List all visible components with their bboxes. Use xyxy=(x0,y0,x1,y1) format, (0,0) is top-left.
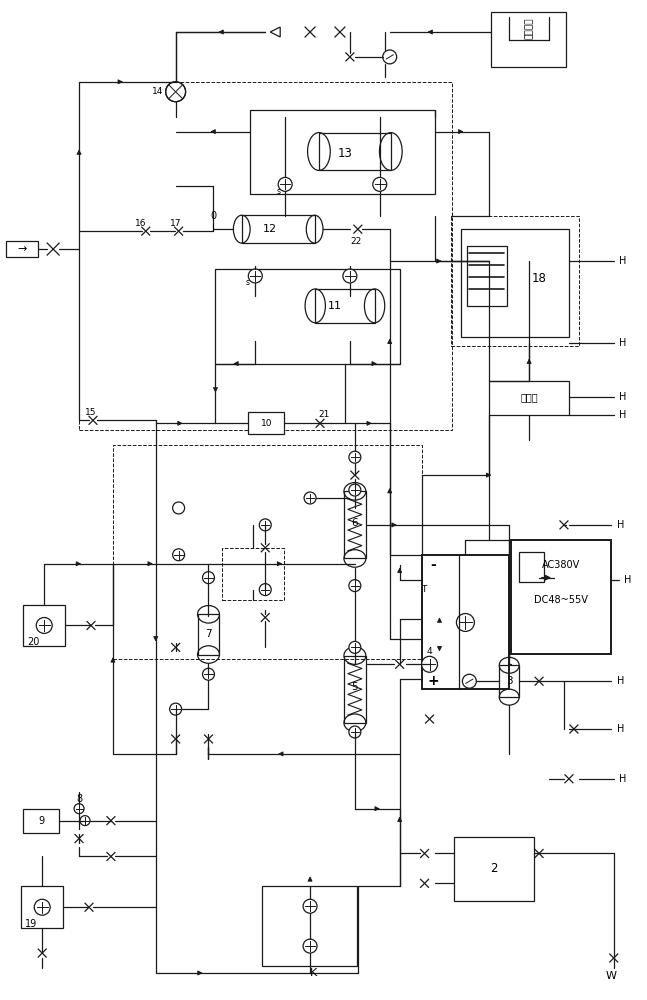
Bar xyxy=(315,289,375,323)
Circle shape xyxy=(422,656,437,672)
Bar xyxy=(452,216,579,346)
Text: -: - xyxy=(431,558,436,572)
Bar xyxy=(6,241,38,257)
Text: 17: 17 xyxy=(170,219,181,228)
Text: 氢气储罐: 氢气储罐 xyxy=(525,17,534,39)
Bar xyxy=(454,837,534,901)
Bar xyxy=(511,540,611,654)
Text: 5: 5 xyxy=(351,682,358,692)
Bar xyxy=(489,381,569,415)
Bar xyxy=(250,110,435,194)
Text: 20: 20 xyxy=(27,637,39,647)
Circle shape xyxy=(259,584,271,596)
Text: H: H xyxy=(624,575,631,585)
Text: 21: 21 xyxy=(318,410,330,419)
Circle shape xyxy=(203,572,214,584)
Text: →: → xyxy=(17,244,27,254)
Circle shape xyxy=(349,726,361,738)
Bar xyxy=(79,82,452,430)
Circle shape xyxy=(343,269,357,283)
Bar xyxy=(519,552,544,582)
Bar xyxy=(113,445,422,659)
Circle shape xyxy=(278,177,292,191)
Circle shape xyxy=(349,451,361,463)
Bar xyxy=(344,491,366,558)
Circle shape xyxy=(170,703,182,715)
Text: H: H xyxy=(619,338,626,348)
Circle shape xyxy=(349,580,361,592)
Bar xyxy=(223,548,284,600)
Bar xyxy=(319,133,391,170)
Bar xyxy=(21,886,63,928)
Text: H: H xyxy=(617,676,624,686)
Text: 19: 19 xyxy=(25,919,38,929)
Text: DC48~55V: DC48~55V xyxy=(534,595,588,605)
Circle shape xyxy=(456,614,474,631)
Text: 9: 9 xyxy=(38,816,44,826)
Text: AC380V: AC380V xyxy=(542,560,580,570)
Bar xyxy=(467,246,507,306)
Text: I: I xyxy=(212,224,215,234)
Bar xyxy=(23,809,59,833)
Text: 0: 0 xyxy=(210,211,217,221)
Text: H: H xyxy=(619,410,626,420)
Circle shape xyxy=(36,617,52,633)
Circle shape xyxy=(349,484,361,496)
Circle shape xyxy=(373,177,387,191)
Bar xyxy=(422,555,509,689)
Bar xyxy=(344,656,366,723)
Text: 10: 10 xyxy=(261,419,272,428)
Circle shape xyxy=(303,899,317,913)
Text: 4: 4 xyxy=(427,647,432,656)
Circle shape xyxy=(34,899,50,915)
Text: 15: 15 xyxy=(85,408,97,417)
Bar xyxy=(242,215,314,243)
Text: 6: 6 xyxy=(351,518,358,528)
Circle shape xyxy=(349,641,361,653)
Circle shape xyxy=(173,549,184,561)
Bar xyxy=(215,269,400,364)
Text: 16: 16 xyxy=(135,219,146,228)
Text: H: H xyxy=(619,774,626,784)
Circle shape xyxy=(248,269,262,283)
Bar xyxy=(499,665,519,697)
Circle shape xyxy=(303,939,317,953)
Bar xyxy=(262,886,357,966)
Text: 3: 3 xyxy=(506,676,512,686)
Text: W: W xyxy=(605,971,616,981)
Text: 22: 22 xyxy=(350,237,362,246)
Bar xyxy=(197,614,219,655)
Circle shape xyxy=(259,519,271,531)
Text: s: s xyxy=(276,187,280,196)
Text: 8: 8 xyxy=(76,794,82,804)
Text: 7: 7 xyxy=(205,629,212,639)
Text: +: + xyxy=(428,674,439,688)
Text: H: H xyxy=(619,256,626,266)
Text: 11: 11 xyxy=(328,301,342,311)
Text: H: H xyxy=(617,520,624,530)
Text: T: T xyxy=(421,585,426,594)
Circle shape xyxy=(74,804,84,814)
Circle shape xyxy=(80,816,90,826)
Text: 冷却水: 冷却水 xyxy=(520,392,538,402)
Text: 12: 12 xyxy=(263,224,278,234)
Text: 13: 13 xyxy=(338,147,353,160)
Circle shape xyxy=(463,674,476,688)
Text: 14: 14 xyxy=(152,87,164,96)
Bar xyxy=(23,605,65,646)
Text: K: K xyxy=(309,968,316,978)
Bar xyxy=(491,12,566,67)
Bar xyxy=(248,412,284,434)
Text: H: H xyxy=(619,392,626,402)
Circle shape xyxy=(304,492,316,504)
Text: H: H xyxy=(617,724,624,734)
Circle shape xyxy=(383,50,397,64)
Bar xyxy=(461,229,569,337)
Circle shape xyxy=(166,82,186,102)
Circle shape xyxy=(173,502,184,514)
Circle shape xyxy=(203,668,214,680)
Text: s: s xyxy=(245,278,249,287)
Text: 18: 18 xyxy=(532,272,547,285)
Text: 2: 2 xyxy=(490,862,498,875)
